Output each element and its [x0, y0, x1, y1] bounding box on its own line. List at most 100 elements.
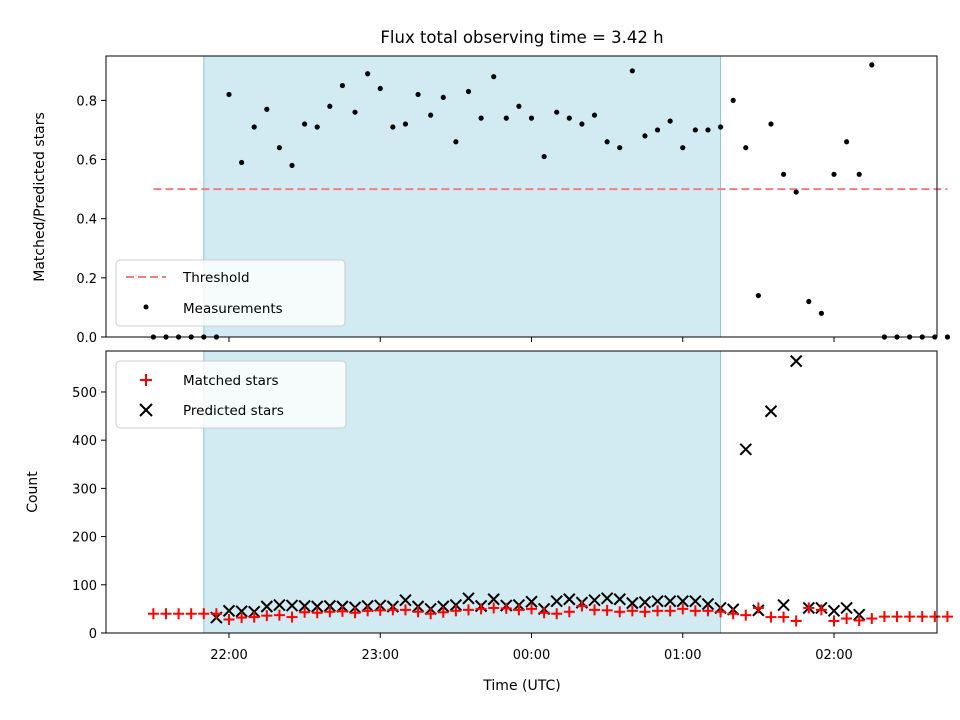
measurement-point — [869, 62, 875, 68]
matched-stars-point — [362, 605, 374, 617]
predicted-stars-point — [235, 605, 248, 618]
matched-stars-point — [185, 608, 197, 620]
legend-matched-swatch — [140, 374, 152, 386]
matched-stars-point — [311, 607, 323, 619]
matched-stars-point — [399, 604, 411, 616]
x-tick-label: 02:00 — [815, 648, 852, 663]
matched-stars-point — [563, 606, 575, 618]
predicted-stars-point — [600, 592, 614, 605]
matched-stars-point — [941, 611, 953, 623]
matched-stars-point — [488, 602, 500, 614]
predicted-stars-point — [525, 595, 538, 608]
measurement-point — [806, 298, 812, 305]
matched-stars-point — [916, 611, 928, 623]
measurement-point — [717, 124, 724, 130]
matched-stars-point — [853, 614, 865, 626]
legend-predicted-swatch — [139, 403, 153, 417]
matched-stars-point — [425, 608, 437, 620]
matched-stars-point — [614, 606, 626, 618]
predicted-stars-point — [638, 595, 652, 609]
measurement-point — [768, 121, 774, 127]
predicted-stars-point — [764, 405, 778, 418]
matched-stars-point — [248, 611, 260, 623]
matched-stars-point — [727, 608, 739, 620]
measurement-point — [730, 97, 736, 103]
measurement-point — [579, 121, 585, 127]
matched-stars-point — [210, 608, 222, 620]
measurement-point — [352, 109, 358, 115]
predicted-stars-point — [487, 593, 500, 606]
y-tick-label: 200 — [72, 531, 97, 546]
predicted-stars-point — [222, 604, 236, 618]
predicted-stars-point — [777, 598, 790, 612]
predicted-stars-point — [285, 599, 299, 612]
y-tick-label: 0 — [89, 627, 97, 642]
measurement-point — [302, 121, 308, 127]
predicted-stars-point — [626, 596, 639, 610]
measurement-point — [844, 139, 850, 145]
measurement-point — [705, 127, 711, 133]
matched-stars-point — [790, 615, 802, 627]
measurement-point — [629, 68, 635, 74]
y-tick-label: 500 — [72, 386, 97, 401]
matched-stars-point — [198, 608, 210, 620]
predicted-stars-point — [689, 594, 702, 608]
measurement-point — [415, 91, 421, 98]
x-axis-label: Time (UTC) — [482, 678, 560, 694]
legend-measurements-swatch — [143, 304, 149, 310]
bottom-panel: 0 100 200 300 400 500 22:00 23:00 00:00 01:00 02:… — [25, 350, 953, 694]
matched-stars-point — [538, 607, 550, 619]
matched-stars-point — [752, 602, 764, 614]
measurement-point — [453, 139, 459, 145]
matched-stars-point — [878, 611, 890, 623]
y-tick-label: 0.6 — [76, 154, 97, 169]
matched-stars-point — [551, 608, 563, 620]
matched-stars-point — [639, 606, 651, 618]
legend-threshold-label: Threshold — [182, 270, 250, 286]
predicted-stars-point — [437, 600, 450, 613]
matched-stars-point — [778, 611, 790, 623]
predicted-stars-point — [311, 600, 324, 613]
measurement-point — [528, 115, 535, 121]
predicted-stars-point — [399, 594, 412, 607]
legend-matched-label: Matched stars — [183, 373, 279, 389]
predicted-stars-point — [298, 599, 311, 613]
predicted-stars-point — [701, 597, 715, 611]
matched-stars-point — [500, 602, 512, 614]
matched-stars-point — [841, 613, 853, 625]
y-tick-label: 100 — [72, 579, 97, 594]
matched-stars-point — [462, 604, 474, 616]
measurement-point — [818, 310, 824, 316]
measurement-point — [314, 124, 320, 130]
measurement-point — [251, 124, 257, 130]
predicted-stars-point — [550, 594, 563, 608]
measurement-point — [642, 133, 648, 139]
measurement-point — [377, 85, 383, 92]
measurement-point — [289, 162, 295, 169]
matched-stars-point — [929, 611, 941, 623]
measurement-point — [554, 109, 560, 115]
matched-stars-point — [715, 606, 727, 618]
matched-stars-point — [765, 611, 777, 623]
measurement-point — [944, 334, 951, 340]
matched-stars-point — [236, 612, 248, 624]
measurement-point — [755, 292, 761, 299]
matched-stars-point — [387, 604, 399, 616]
y-tick-label: 0.8 — [76, 94, 97, 109]
measurement-point — [856, 171, 862, 177]
matched-stars-point — [437, 606, 449, 618]
measurement-point — [428, 112, 434, 118]
x-tick-label: 23:00 — [362, 648, 399, 663]
measurement-point — [239, 159, 245, 166]
predicted-stars-point — [651, 594, 664, 608]
top-plot-frame — [105, 55, 938, 338]
matched-stars-point — [450, 605, 462, 617]
matched-stars-point — [677, 603, 689, 615]
legend-predicted-label: Predicted stars — [183, 403, 284, 419]
measurement-point — [491, 74, 497, 80]
matched-stars-point — [866, 613, 878, 625]
measurement-point — [440, 94, 446, 101]
measurement-point — [541, 153, 547, 160]
y-tick-label: 0.0 — [76, 331, 97, 346]
